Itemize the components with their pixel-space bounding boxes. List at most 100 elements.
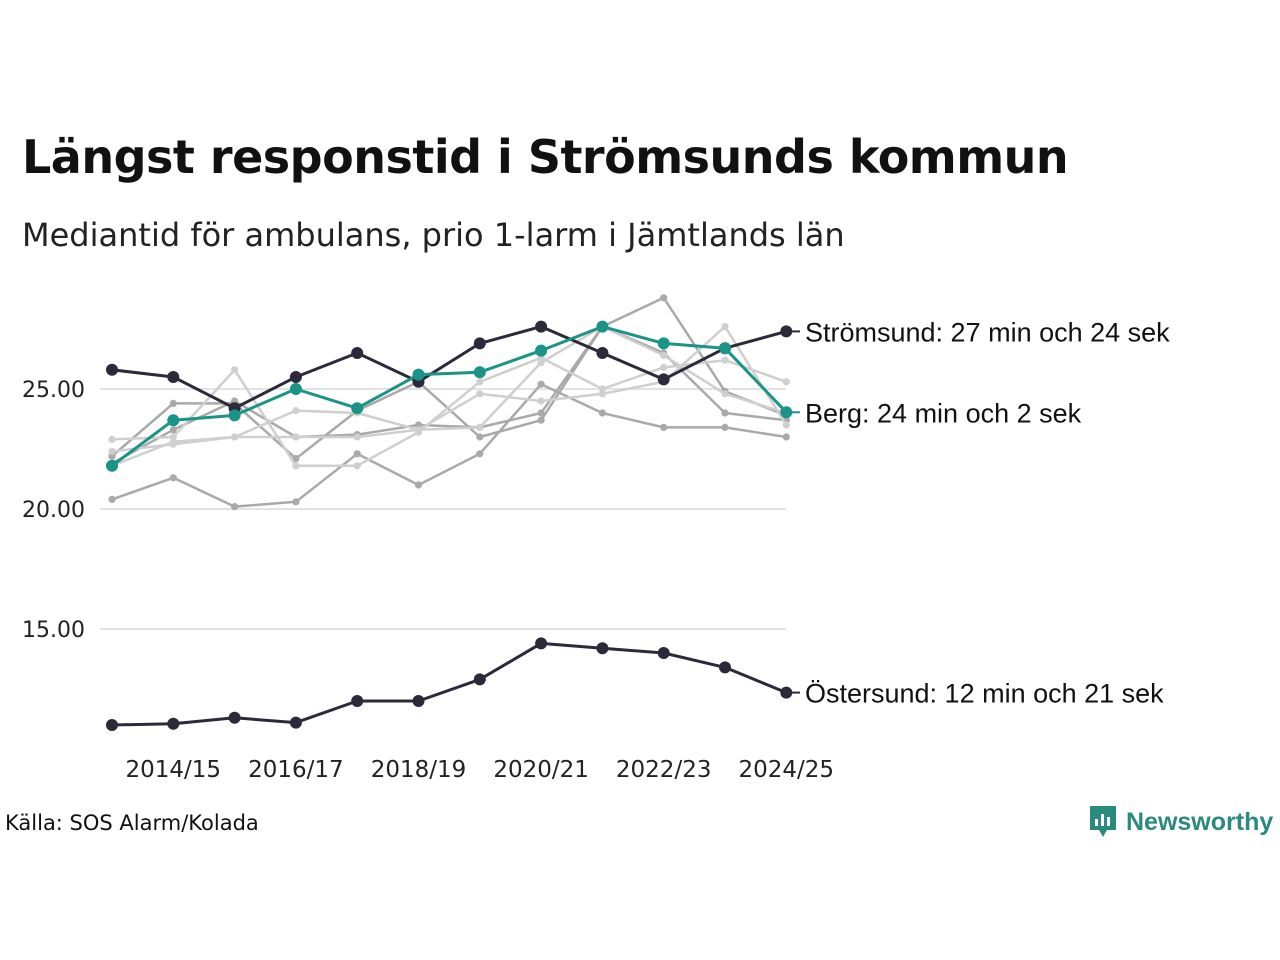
data-point xyxy=(292,407,300,415)
data-point xyxy=(598,409,607,417)
data-point xyxy=(231,503,239,511)
series-line xyxy=(111,325,787,453)
data-point xyxy=(721,356,729,364)
data-point xyxy=(719,342,731,355)
series-line xyxy=(111,641,787,727)
newsworthy-logo-icon xyxy=(1090,806,1116,837)
x-tick-label: 2016/17 xyxy=(248,757,344,783)
data-point xyxy=(292,498,300,506)
y-axis-ticks: 15.00 20.00 25.00 xyxy=(22,378,85,643)
data-point xyxy=(167,717,180,730)
data-point xyxy=(782,378,790,386)
data-point xyxy=(414,481,423,489)
data-point xyxy=(292,455,300,463)
data-point xyxy=(657,647,670,659)
source-note: Källa: SOS Alarm/Kolada xyxy=(5,811,259,835)
data-point xyxy=(782,421,790,429)
data-point xyxy=(289,383,302,395)
data-point xyxy=(596,320,609,333)
data-point xyxy=(106,719,118,731)
series-end-label: Strömsund: 27 min och 24 sek xyxy=(805,317,1170,347)
series-strömsund xyxy=(106,320,793,415)
series-line xyxy=(111,325,788,468)
data-point xyxy=(169,440,177,448)
chart-subtitle: Mediantid för ambulans, prio 1-larm i Jä… xyxy=(22,216,845,254)
data-point xyxy=(292,462,300,470)
data-point xyxy=(353,450,361,458)
data-point xyxy=(596,347,609,359)
chart-title: Längst responstid i Strömsunds kommun xyxy=(22,130,1069,184)
data-point xyxy=(657,373,670,386)
data-point xyxy=(596,642,609,655)
data-point xyxy=(353,433,361,441)
data-point xyxy=(351,695,364,707)
data-point xyxy=(169,474,177,482)
data-point xyxy=(660,351,668,359)
series-berg xyxy=(106,320,793,472)
series-line xyxy=(111,356,787,468)
data-point xyxy=(535,344,548,357)
data-point xyxy=(721,423,729,431)
data-point xyxy=(535,637,548,650)
data-point xyxy=(167,371,180,383)
series-lines xyxy=(106,294,793,731)
data-point xyxy=(719,661,731,674)
data-point xyxy=(782,433,790,441)
data-point xyxy=(412,368,425,381)
series-line xyxy=(111,382,787,508)
data-point xyxy=(231,366,239,374)
data-point xyxy=(292,433,300,441)
data-point xyxy=(535,320,548,333)
series-kommun-c xyxy=(108,294,790,467)
data-point xyxy=(660,363,668,371)
brand: Newsworthy xyxy=(1088,804,1273,840)
series-line xyxy=(111,296,787,465)
data-point xyxy=(721,409,729,417)
data-point xyxy=(169,426,177,434)
data-point xyxy=(537,359,545,367)
y-tick-label: 15.00 xyxy=(22,618,85,643)
data-point xyxy=(228,711,241,724)
data-point xyxy=(660,423,668,431)
x-tick-label: 2018/19 xyxy=(371,757,467,783)
x-tick-label: 2020/21 xyxy=(493,757,589,783)
data-point xyxy=(476,450,484,458)
data-point xyxy=(537,380,545,388)
data-point xyxy=(289,716,302,729)
data-point xyxy=(351,402,364,415)
series-östersund xyxy=(106,637,793,731)
series-end-label: Östersund: 12 min och 21 sek xyxy=(805,679,1164,709)
brand-name: Newsworthy xyxy=(1126,807,1274,836)
x-tick-label: 2014/15 xyxy=(126,757,222,783)
data-point xyxy=(289,371,302,383)
series-kommun-b xyxy=(108,380,790,511)
data-point xyxy=(473,673,486,686)
data-point xyxy=(721,323,729,331)
data-point xyxy=(169,399,177,407)
data-point xyxy=(476,390,484,398)
data-point xyxy=(231,433,239,441)
data-point xyxy=(106,363,118,376)
data-point xyxy=(537,409,545,417)
data-point xyxy=(108,435,116,443)
data-point xyxy=(108,495,116,503)
y-tick-label: 25.00 xyxy=(22,378,85,403)
data-point xyxy=(412,695,425,707)
data-point xyxy=(353,462,361,470)
series-end-label: Berg: 24 min och 2 sek xyxy=(805,398,1082,428)
data-point xyxy=(106,459,118,472)
data-point xyxy=(473,337,486,350)
data-point xyxy=(721,390,729,398)
data-point xyxy=(657,337,670,350)
end-labels: Östersund: 12 min och 21 sek Strömsund: 2… xyxy=(786,317,1170,709)
data-point xyxy=(660,294,668,302)
data-point xyxy=(476,433,484,441)
data-point xyxy=(598,390,607,398)
x-tick-label: 2022/23 xyxy=(616,757,712,783)
data-point xyxy=(537,416,545,424)
series-line xyxy=(111,325,787,410)
data-point xyxy=(351,347,364,359)
x-axis-ticks: 2014/15 2016/17 2018/19 2020/21 2022/23 2024/… xyxy=(126,757,835,783)
data-point xyxy=(228,409,241,422)
data-point xyxy=(476,378,484,386)
